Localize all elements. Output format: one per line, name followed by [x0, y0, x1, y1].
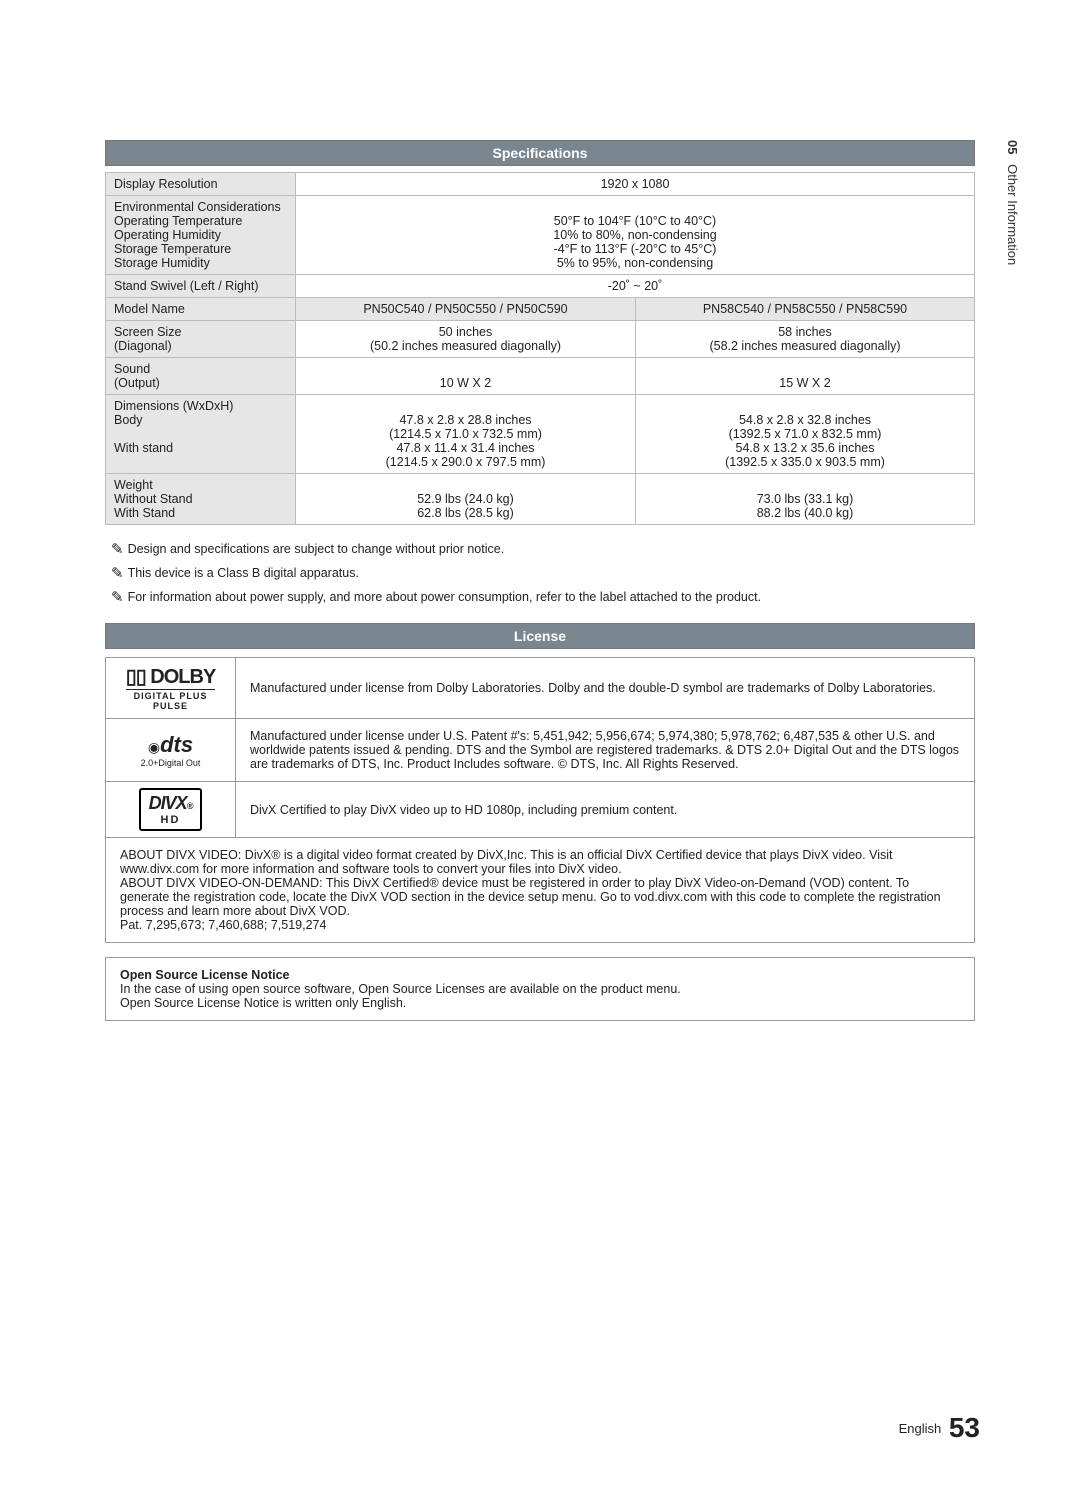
open-source-line: In the case of using open source softwar… — [120, 982, 960, 996]
table-row: Display Resolution 1920 x 1080 — [106, 173, 975, 196]
note-icon: ✎ — [111, 541, 124, 558]
note-line: ✎Design and specifications are subject t… — [111, 539, 975, 557]
spec-label: Model Name — [106, 298, 296, 321]
table-row: Model Name PN50C540 / PN50C550 / PN50C59… — [106, 298, 975, 321]
page-content: Specifications Display Resolution 1920 x… — [0, 0, 1080, 1061]
table-row: ▯▯ DOLBY DIGITAL PLUS PULSE Manufactured… — [106, 658, 975, 719]
divx-text: DivX Certified to play DivX video up to … — [236, 782, 975, 838]
about-divx: ABOUT DIVX VIDEO: DivX® is a digital vid… — [106, 838, 975, 943]
divx-logo: DIVX® HD — [106, 782, 236, 838]
dolby-logo: ▯▯ DOLBY DIGITAL PLUS PULSE — [106, 658, 236, 719]
spec-value: PN58C540 / PN58C550 / PN58C590 — [636, 298, 975, 321]
spec-value: 54.8 x 2.8 x 32.8 inches (1392.5 x 71.0 … — [636, 395, 975, 474]
spec-value: 10 W X 2 — [296, 358, 636, 395]
spec-label: Environmental Considerations Operating T… — [106, 196, 296, 275]
spec-label: Stand Swivel (Left / Right) — [106, 275, 296, 298]
spec-value: 58 inches (58.2 inches measured diagonal… — [636, 321, 975, 358]
spec-value: 52.9 lbs (24.0 kg) 62.8 lbs (28.5 kg) — [296, 474, 636, 525]
chapter-num: 05 — [1005, 140, 1020, 154]
table-row: Weight Without Stand With Stand 52.9 lbs… — [106, 474, 975, 525]
spec-value: 73.0 lbs (33.1 kg) 88.2 lbs (40.0 kg) — [636, 474, 975, 525]
note-icon: ✎ — [111, 589, 124, 606]
spec-value: 50°F to 104°F (10°C to 40°C) 10% to 80%,… — [296, 196, 975, 275]
notes: ✎Design and specifications are subject t… — [105, 539, 975, 605]
table-row: ABOUT DIVX VIDEO: DivX® is a digital vid… — [106, 838, 975, 943]
open-source-title: Open Source License Notice — [120, 968, 960, 982]
dolby-text: Manufactured under license from Dolby La… — [236, 658, 975, 719]
dts-text: Manufactured under license under U.S. Pa… — [236, 719, 975, 782]
spec-value: 50 inches (50.2 inches measured diagonal… — [296, 321, 636, 358]
spec-label: Sound (Output) — [106, 358, 296, 395]
open-source-line: Open Source License Notice is written on… — [120, 996, 960, 1010]
spec-table: Display Resolution 1920 x 1080 Environme… — [105, 172, 975, 525]
note-icon: ✎ — [111, 565, 124, 582]
side-tab: 05 Other Information — [1005, 140, 1020, 265]
license-table: ▯▯ DOLBY DIGITAL PLUS PULSE Manufactured… — [105, 657, 975, 943]
table-row: Environmental Considerations Operating T… — [106, 196, 975, 275]
spec-label: Dimensions (WxDxH) Body With stand — [106, 395, 296, 474]
spec-value: 15 W X 2 — [636, 358, 975, 395]
spec-value: 47.8 x 2.8 x 28.8 inches (1214.5 x 71.0 … — [296, 395, 636, 474]
table-row: Screen Size (Diagonal) 50 inches (50.2 i… — [106, 321, 975, 358]
spec-value: -20˚ ~ 20˚ — [296, 275, 975, 298]
table-row: DIVX® HD DivX Certified to play DivX vid… — [106, 782, 975, 838]
dts-logo: ◉dts 2.0+Digital Out — [106, 719, 236, 782]
note-line: ✎For information about power supply, and… — [111, 587, 975, 605]
table-row: Sound (Output) 10 W X 2 15 W X 2 — [106, 358, 975, 395]
open-source-box: Open Source License Notice In the case o… — [105, 957, 975, 1021]
page-footer: English 53 — [899, 1412, 980, 1444]
table-row: Stand Swivel (Left / Right) -20˚ ~ 20˚ — [106, 275, 975, 298]
table-row: ◉dts 2.0+Digital Out Manufactured under … — [106, 719, 975, 782]
license-header: License — [105, 623, 975, 649]
chapter-title: Other Information — [1005, 164, 1020, 265]
spec-value: PN50C540 / PN50C550 / PN50C590 — [296, 298, 636, 321]
note-line: ✎This device is a Class B digital appara… — [111, 563, 975, 581]
spec-value: 1920 x 1080 — [296, 173, 975, 196]
table-row: Dimensions (WxDxH) Body With stand 47.8 … — [106, 395, 975, 474]
spec-header: Specifications — [105, 140, 975, 166]
page-number: 53 — [949, 1412, 980, 1443]
spec-label: Screen Size (Diagonal) — [106, 321, 296, 358]
spec-label: Display Resolution — [106, 173, 296, 196]
spec-label: Weight Without Stand With Stand — [106, 474, 296, 525]
footer-lang: English — [899, 1421, 942, 1436]
